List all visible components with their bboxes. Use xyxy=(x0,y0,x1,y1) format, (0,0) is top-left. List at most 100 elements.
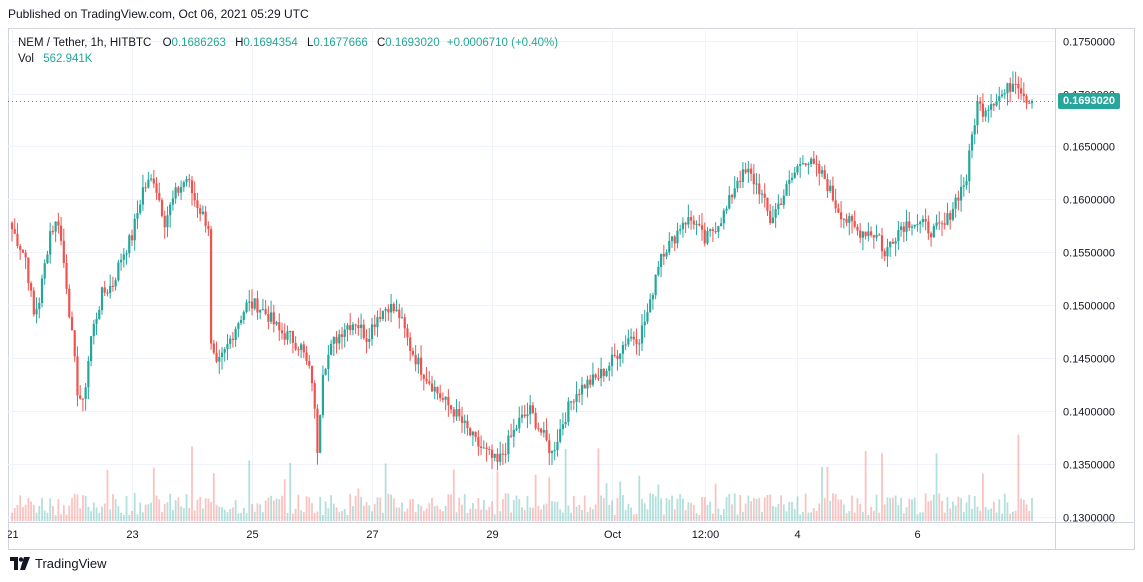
candle-body xyxy=(302,344,305,353)
volume-bar xyxy=(491,501,493,521)
candle-body xyxy=(709,229,712,232)
volume-bar xyxy=(387,493,390,521)
volume-bar xyxy=(690,502,692,521)
candle-body xyxy=(908,221,911,228)
volume-bar xyxy=(41,497,43,521)
volume-bar xyxy=(758,497,761,521)
volume-bar xyxy=(270,495,272,521)
volume-bar xyxy=(886,497,889,521)
candle-body xyxy=(512,429,515,437)
volume-bar xyxy=(613,514,616,521)
candle-body xyxy=(608,365,611,371)
volume-bar xyxy=(237,513,240,521)
candle-body xyxy=(425,378,428,382)
volume-bar xyxy=(125,495,128,521)
candle-body xyxy=(46,254,49,264)
volume-bar xyxy=(49,498,52,521)
x-tick-label: 21 xyxy=(8,529,19,541)
volume-bar xyxy=(703,497,706,521)
candle-body xyxy=(921,218,925,222)
candle-body xyxy=(109,285,112,294)
volume-bar xyxy=(635,513,638,521)
volume-bar xyxy=(752,497,755,521)
candle-body xyxy=(880,235,884,252)
volume-bar xyxy=(188,508,191,521)
volume-bar xyxy=(409,499,412,521)
volume-bar xyxy=(166,502,169,521)
volume-bar xyxy=(556,501,559,521)
volume-bar xyxy=(818,503,821,521)
volume-bar xyxy=(722,508,725,521)
candle-body xyxy=(837,208,840,213)
volume-bar xyxy=(954,505,957,521)
candle-body xyxy=(826,179,829,191)
volume-bar xyxy=(352,506,354,521)
candle-body xyxy=(24,252,27,258)
candle-body xyxy=(665,252,668,257)
candle-body xyxy=(190,180,194,194)
candle-body xyxy=(430,383,434,392)
footer[interactable]: TradingView xyxy=(10,556,107,571)
volume-bar xyxy=(1025,504,1028,521)
candle-body xyxy=(73,330,76,357)
candle-body xyxy=(1006,83,1009,94)
candle-body xyxy=(160,200,164,217)
volume-bar xyxy=(589,507,592,521)
volume-bar xyxy=(774,506,777,521)
volume-bar xyxy=(232,507,234,521)
candle-body xyxy=(166,215,169,228)
symbol-label[interactable]: NEM / Tether, 1h, HITBTC xyxy=(18,37,152,49)
candle-body xyxy=(597,377,600,379)
candle-body xyxy=(111,285,115,287)
candle-body xyxy=(889,241,892,248)
candle-body xyxy=(466,420,469,429)
candle-body xyxy=(471,431,475,436)
candle-body xyxy=(834,200,837,209)
candle-body xyxy=(376,317,379,328)
volume-bar xyxy=(180,506,182,521)
volume-bar xyxy=(979,510,982,521)
candle-body xyxy=(474,431,477,437)
candle-body xyxy=(196,200,199,209)
candle-body xyxy=(207,225,210,230)
candle-body xyxy=(965,181,968,186)
volume-bar xyxy=(62,505,65,521)
volume-bar xyxy=(472,503,474,521)
candle-body xyxy=(529,405,532,415)
candle-body xyxy=(818,163,821,174)
candle-body xyxy=(695,223,698,225)
volume-bar xyxy=(57,499,60,521)
candle-layer xyxy=(10,71,1034,471)
volume-bar xyxy=(35,512,38,521)
volume-bar xyxy=(390,494,392,521)
volume-bar xyxy=(13,508,16,521)
volume-bar xyxy=(117,506,120,521)
candle-body xyxy=(859,230,862,238)
volume-bar xyxy=(856,498,859,521)
candle-body xyxy=(515,428,518,430)
candle-body xyxy=(27,257,30,284)
candle-body xyxy=(711,229,715,232)
candle-body xyxy=(51,231,55,233)
volume-bar xyxy=(911,499,913,521)
candle-body xyxy=(373,324,376,328)
volume-bar xyxy=(406,508,409,521)
candle-body xyxy=(864,231,867,237)
candle-body xyxy=(349,325,352,331)
time-axis[interactable]: 21 23 25 27 29 Oct 12:00 4 6 xyxy=(8,522,1135,542)
candle-body xyxy=(575,394,578,402)
candle-body xyxy=(659,253,663,267)
volume-bar xyxy=(1006,502,1009,521)
candle-body xyxy=(379,317,382,319)
candle-body xyxy=(968,150,971,182)
volume-layer xyxy=(11,434,1033,521)
candle-body xyxy=(417,357,420,365)
volume-bar xyxy=(234,499,237,521)
volume-bar xyxy=(728,493,731,521)
volume-bar xyxy=(447,494,450,521)
price-chart[interactable]: 0.17500000.17000000.16500000.16000000.15… xyxy=(8,28,1135,550)
candle-body xyxy=(676,230,679,244)
candle-body xyxy=(174,187,177,199)
volume-bar xyxy=(657,484,660,521)
volume-bar xyxy=(537,505,540,521)
